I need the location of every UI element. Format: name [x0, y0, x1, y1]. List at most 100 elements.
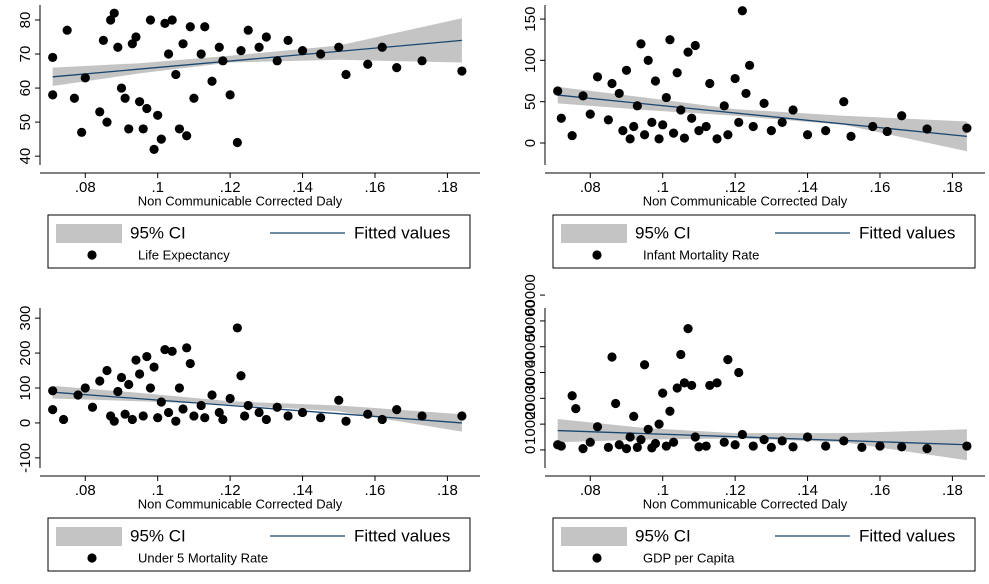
scatter-point — [417, 56, 427, 66]
scatter-point — [578, 91, 588, 101]
panel: -100 0 100 200 300 .08 .1 .12 .14 .16 .18 Non Commu… — [17, 306, 480, 572]
legend-label: Life Expectancy — [138, 247, 230, 262]
x-tick-label: .08 — [580, 482, 601, 499]
scatter-point — [171, 69, 181, 80]
scatter-point — [672, 383, 682, 393]
legend-label: GDP per Capita — [643, 550, 735, 565]
y-tick-label: 300 — [17, 306, 34, 331]
x-axis-label: Non Communicable Corrected Daly — [138, 496, 343, 511]
scatter-point — [712, 134, 722, 144]
scatter-point — [178, 39, 188, 49]
scatter-point — [632, 101, 642, 111]
scatter-point — [272, 402, 282, 412]
legend-swatch-ci — [56, 527, 122, 546]
scatter-point — [802, 432, 813, 442]
legend-label: 95% CI — [130, 526, 186, 545]
scatter-point — [62, 25, 72, 35]
y-tick-label: 50 — [522, 93, 539, 110]
scatter-point — [821, 126, 831, 136]
scatter-point — [145, 383, 156, 393]
scatter-point — [922, 444, 932, 454]
legend-label: Infant Mortality Rate — [643, 247, 759, 262]
scatter-point — [48, 405, 58, 415]
x-tick-label: .18 — [942, 179, 963, 196]
y-tick-label: 70 — [17, 46, 34, 63]
y-tick-label: 0 — [17, 419, 34, 427]
x-tick-label: .14 — [292, 482, 313, 499]
scatter-point — [625, 134, 635, 144]
scatter-point — [668, 128, 679, 138]
scatter-point — [614, 440, 624, 450]
scatter-point — [185, 22, 195, 32]
scatter-point — [741, 88, 751, 99]
scatter-point — [658, 120, 668, 130]
scatter-point — [163, 407, 174, 418]
scatter-point — [643, 424, 653, 434]
x-tick-label: .08 — [75, 179, 96, 196]
fitted-line — [52, 391, 462, 424]
scatter-point — [719, 101, 729, 111]
scatter-point — [745, 60, 755, 70]
scatter-point — [120, 409, 130, 419]
scatter-point — [163, 49, 174, 59]
confidence-band — [52, 385, 462, 432]
x-axis-label: Non Communicable Corrected Daly — [643, 193, 848, 208]
scatter-point — [178, 404, 188, 414]
scatter-point — [748, 121, 758, 132]
scatter-point — [712, 378, 722, 388]
scatter-point — [737, 429, 747, 440]
scatter-point — [243, 400, 253, 411]
scatter-point — [182, 131, 192, 141]
scatter-point — [607, 352, 617, 362]
scatter-point — [734, 367, 744, 378]
scatter-point — [962, 123, 972, 133]
scatter-point — [839, 436, 849, 446]
scatter-point — [665, 35, 675, 45]
scatter-point — [665, 406, 675, 416]
scatter-point — [457, 66, 467, 76]
scatter-point — [240, 411, 250, 421]
scatter-point — [167, 15, 177, 25]
scatter-point — [58, 414, 69, 425]
legend-swatch-ci — [561, 527, 627, 546]
legend-label: Fitted values — [859, 223, 955, 242]
y-tick-label: 0 — [522, 139, 539, 147]
scatter-point — [567, 391, 577, 401]
scatter-point — [73, 390, 83, 400]
scatter-point — [127, 414, 137, 425]
scatter-point — [127, 39, 137, 49]
y-tick-label: 200 — [17, 341, 34, 366]
x-tick-label: .14 — [797, 179, 818, 196]
scatter-point — [578, 444, 588, 454]
scatter-point — [214, 42, 224, 52]
scatter-point — [672, 68, 682, 78]
scatter-point — [236, 46, 246, 56]
scatter-point — [243, 25, 253, 35]
scatter-point — [868, 121, 878, 132]
scatter-point — [124, 379, 134, 390]
scatter-point — [647, 117, 657, 127]
scatter-point — [153, 110, 163, 120]
scatter-point — [585, 437, 595, 447]
scatter-point — [643, 55, 653, 65]
scatter-point — [553, 86, 563, 96]
x-tick-label: .12 — [220, 482, 241, 499]
legend-swatch-ci — [561, 224, 627, 243]
scatter-point — [297, 407, 308, 418]
scatter-point — [759, 435, 769, 445]
scatter-point — [189, 93, 199, 103]
scatter-point — [225, 90, 235, 100]
scatter-point — [759, 98, 769, 108]
scatter-point — [214, 407, 224, 418]
scatter-point — [694, 126, 704, 136]
scatter-point — [48, 90, 58, 100]
scatter-point — [777, 117, 787, 127]
scatter-point — [149, 362, 159, 372]
scatter-point — [723, 355, 733, 365]
scatter-point — [283, 35, 293, 46]
x-tick-label: .16 — [365, 179, 386, 196]
scatter-point — [611, 398, 621, 409]
y-tick-label: 30000 — [522, 352, 539, 394]
scatter-point — [621, 444, 632, 454]
